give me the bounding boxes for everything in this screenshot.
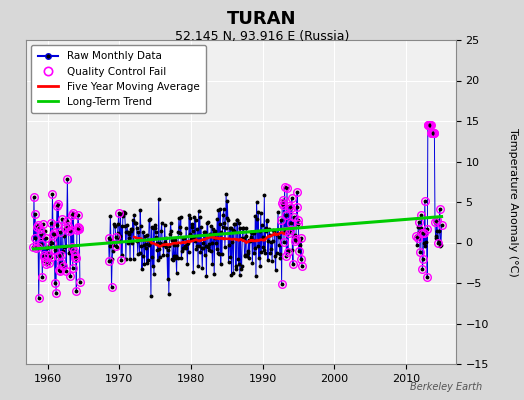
- Legend: Raw Monthly Data, Quality Control Fail, Five Year Moving Average, Long-Term Tren: Raw Monthly Data, Quality Control Fail, …: [31, 45, 206, 113]
- Text: 52.145 N, 93.916 E (Russia): 52.145 N, 93.916 E (Russia): [175, 30, 349, 43]
- Y-axis label: Temperature Anomaly (°C): Temperature Anomaly (°C): [508, 128, 518, 276]
- Text: TURAN: TURAN: [227, 10, 297, 28]
- Text: Berkeley Earth: Berkeley Earth: [410, 382, 482, 392]
